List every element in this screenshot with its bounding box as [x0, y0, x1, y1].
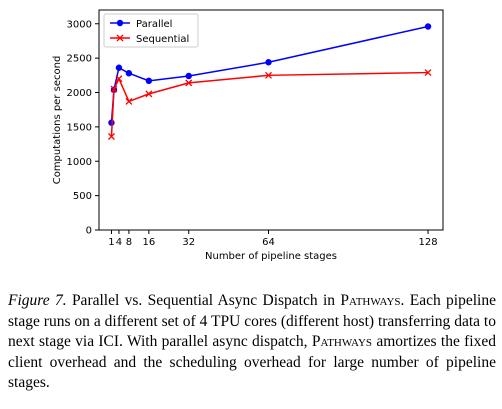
legend: Parallel Sequential	[103, 13, 199, 48]
data-point-parallel	[125, 70, 133, 77]
data-point-parallel	[115, 64, 123, 71]
x-tick-label: 16	[142, 237, 155, 248]
caption-system-name-2: Pathways	[311, 333, 373, 350]
data-point-sequential	[185, 79, 193, 87]
x-tick-label: 8	[126, 237, 132, 248]
data-point-parallel	[145, 77, 153, 85]
y-axis-label: Computations per second	[52, 56, 63, 185]
data-point-parallel	[265, 59, 272, 66]
data-point-sequential	[125, 97, 133, 105]
y-tick-label: 2500	[67, 54, 92, 65]
legend-label-sequential: Sequential	[136, 34, 189, 45]
figure-caption: Figure 7. Parallel vs. Sequential Async …	[8, 291, 496, 394]
x-tick-label: 1	[108, 237, 114, 248]
series-line-sequential	[110, 71, 429, 137]
y-tick-label: 2000	[67, 88, 92, 99]
caption-figure-label: Figure 7.	[8, 292, 67, 309]
caption-system-name-1: Pathways	[340, 292, 401, 309]
data-point-sequential	[265, 71, 272, 79]
caption-text-2: . Each pipeline stage runs on a differen…	[8, 292, 496, 350]
x-tick-label: 32	[182, 237, 195, 248]
y-tick-label: 1500	[67, 122, 92, 133]
x-tick-label: 128	[418, 237, 437, 248]
caption-text-1: Parallel vs. Sequential Async Dispatch i…	[66, 292, 341, 309]
caption-text-3: amortizes the fixed client overhead and …	[8, 333, 496, 391]
legend-marker-sequential	[116, 34, 124, 42]
plot-area	[98, 9, 444, 231]
y-tick-label: 3000	[67, 19, 92, 30]
y-tick-label: 1000	[67, 157, 92, 168]
y-tick-label: 0	[86, 226, 92, 237]
x-axis: 1 4 8 16 32 64 128	[108, 230, 438, 248]
series-layer	[108, 23, 432, 140]
x-axis-label: Number of pipeline stages	[205, 251, 337, 262]
x-tick-label: 64	[262, 237, 275, 248]
data-point-sequential	[110, 85, 118, 93]
line-chart: 0 500 1000 1500 2000 2500 3000 1 4 8 16 32 64 128 Co…	[52, 9, 444, 262]
x-tick-label: 4	[116, 237, 122, 248]
data-point-parallel	[185, 72, 192, 80]
data-point-sequential	[115, 75, 123, 83]
legend-label-parallel: Parallel	[136, 19, 172, 30]
y-axis: 0 500 1000 1500 2000 2500 3000	[67, 19, 99, 237]
data-point-sequential	[145, 90, 153, 98]
y-tick-label: 500	[73, 191, 92, 202]
data-point-sequential	[424, 69, 432, 77]
legend-marker-parallel	[116, 19, 124, 27]
data-point-sequential	[108, 133, 115, 140]
data-point-parallel	[424, 23, 432, 30]
